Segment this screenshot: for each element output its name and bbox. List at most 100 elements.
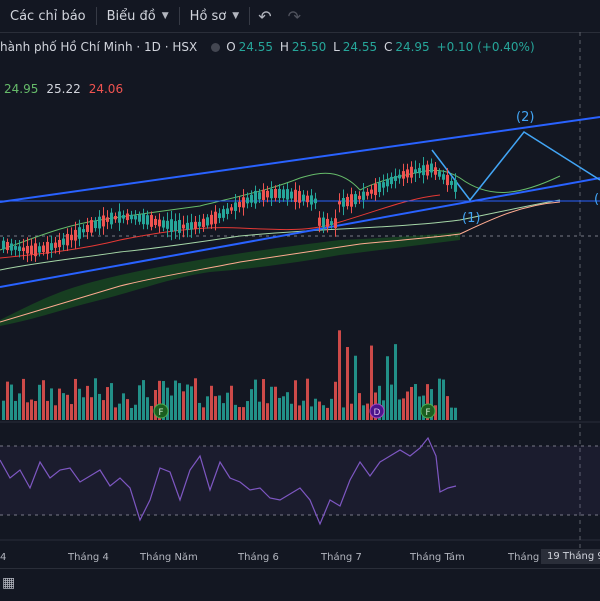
candle-body [74,229,77,241]
symbol-title[interactable]: hành phố Hồ Chí Minh · 1D · HSX [0,40,198,54]
candle-body [334,218,337,228]
volume-bar [270,386,273,420]
calendar-icon[interactable]: ▦ [2,575,16,591]
candle-body [62,238,65,245]
volume-bar [62,393,65,420]
undo-icon[interactable]: ↶ [258,6,272,26]
candle-body [222,209,225,218]
volume-bar [330,398,333,420]
candle-body [102,215,105,227]
event-marker-f[interactable]: F [425,408,430,418]
volume-bar [442,379,445,420]
chevron-down-icon: ▼ [232,11,240,21]
volume-bar [122,393,125,420]
candle-body [234,202,237,211]
candle-body [118,211,121,223]
volume-bar [326,407,329,420]
volume-bar [190,386,193,420]
event-marker-f[interactable]: F [158,408,163,418]
volume-bar [222,403,225,420]
volume-bar [250,389,253,420]
wave-projection[interactable] [431,131,600,202]
candle-body [226,208,229,214]
candle-body [82,229,85,233]
candle-body [402,171,405,179]
candle-body [278,188,281,199]
candle-body [314,198,317,204]
candle-body [114,215,117,220]
candle-body [198,221,201,227]
volume-bar [322,405,325,420]
candle-body [134,215,137,220]
volume-bar [66,394,69,420]
channel-upper-line[interactable] [0,116,600,203]
candle-body [246,197,249,204]
candle-body [78,227,81,239]
volume-bar [266,403,269,420]
candle-body [22,247,25,252]
top-toolbar: Các chỉ báo Biểu đồ ▼ Hồ sơ ▼ ↶ ↷ [0,0,600,33]
candle-body [414,169,417,174]
redo-icon[interactable]: ↷ [287,6,301,26]
volume-bar [126,399,129,420]
volume-bar [82,397,85,420]
candle-body [206,217,209,226]
candle-body [430,163,433,173]
volume-bar [294,380,297,420]
volume-bar [10,384,13,420]
candle-body [214,211,217,224]
candle-body [398,174,401,179]
candle-body [298,191,301,203]
candle-body [70,234,73,241]
price-candles[interactable] [2,157,457,263]
volume-bar [426,384,429,420]
volume-bar [398,399,401,420]
candle-body [322,217,325,228]
candle-body [18,246,21,251]
candle-body [374,183,377,196]
volume-bar [234,404,237,420]
close-value: 24.95 [395,40,430,54]
volume-bar [346,347,349,420]
rsi-band [0,446,600,515]
volume-bar [154,389,157,420]
profile-menu-button[interactable]: Hồ sơ ▼ [180,0,250,32]
chevron-down-icon: ▼ [161,11,169,21]
candle-body [186,222,189,230]
volume-bar [386,356,389,420]
channel-lower-line[interactable] [0,177,600,288]
volume-bar [186,384,189,420]
volume-event-markers[interactable]: F D F [153,403,436,419]
candle-body [90,220,93,233]
candle-body [390,176,393,185]
volume-bar [50,388,53,420]
volume-bar [358,393,361,420]
candle-body [142,213,145,225]
volume-bar [350,403,353,420]
event-marker-d[interactable]: D [374,408,381,418]
time-label: Tháng Tám [409,551,465,563]
candle-body [86,225,89,232]
candle-body [422,165,425,176]
volume-bar [342,407,345,420]
candle-body [274,189,277,198]
volume-bar [246,401,249,420]
volume-bar [334,381,337,420]
volume-bar [370,345,373,420]
volume-bar [434,405,437,420]
indicators-button[interactable]: Các chỉ báo [0,0,96,32]
candle-body [338,201,341,205]
volume-bar [318,401,321,420]
candle-body [346,196,349,207]
time-axis: 4 Tháng 4 Tháng Năm Tháng 6 Tháng 7 Thán… [0,551,549,563]
wave-label-3: ( [594,192,599,207]
volume-bar [446,396,449,420]
volume-bar [142,380,145,420]
volume-bar [98,393,101,420]
volume-bar [74,378,77,420]
candle-body [250,194,253,203]
volume-bar [310,406,313,420]
chart-menu-label: Biểu đồ [106,8,156,24]
chart-menu-button[interactable]: Biểu đồ ▼ [97,0,179,32]
